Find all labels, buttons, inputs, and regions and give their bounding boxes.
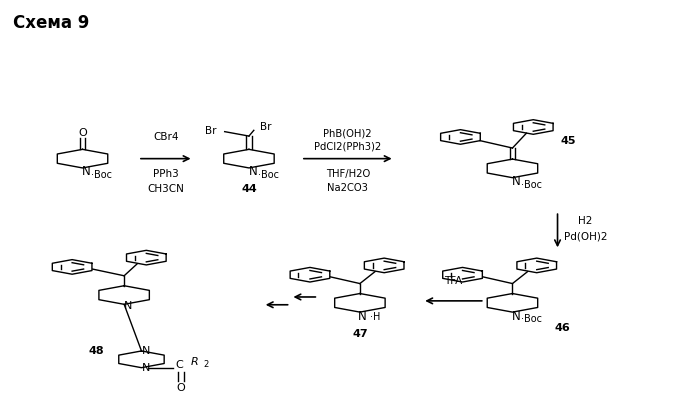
Text: Схема 9: Схема 9: [13, 14, 89, 33]
Text: ·H: ·H: [370, 312, 380, 322]
Text: PhB(OH)2: PhB(OH)2: [324, 128, 372, 138]
Text: PPh3: PPh3: [153, 169, 179, 179]
Text: R: R: [191, 357, 199, 367]
Text: N: N: [512, 175, 521, 188]
Text: C: C: [175, 360, 183, 370]
Text: N: N: [249, 165, 257, 178]
Text: Br: Br: [205, 125, 217, 135]
Text: N: N: [82, 165, 91, 178]
Text: ·Boc: ·Boc: [258, 170, 279, 180]
Text: N: N: [512, 310, 521, 322]
Text: PdCl2(PPh3)2: PdCl2(PPh3)2: [314, 142, 382, 152]
Text: 46: 46: [554, 323, 570, 333]
Text: ·Boc: ·Boc: [92, 170, 113, 180]
Text: 47: 47: [352, 329, 368, 339]
Text: Br: Br: [260, 122, 271, 132]
Text: 44: 44: [241, 184, 257, 195]
Text: O: O: [78, 128, 87, 138]
Text: Na2CO3: Na2CO3: [327, 183, 368, 193]
Text: Pd(OH)2: Pd(OH)2: [563, 231, 607, 242]
Text: H2: H2: [578, 216, 593, 226]
Text: TFA: TFA: [445, 276, 463, 286]
Text: CH3CN: CH3CN: [147, 184, 184, 194]
Text: O: O: [177, 384, 185, 393]
Text: ·Boc: ·Boc: [521, 314, 542, 324]
Text: N: N: [141, 346, 150, 356]
Text: CBr4: CBr4: [153, 132, 178, 142]
Text: THF/H2O: THF/H2O: [326, 169, 370, 179]
Text: ·Boc: ·Boc: [521, 180, 542, 190]
Text: 2: 2: [203, 360, 208, 369]
Text: 45: 45: [560, 136, 576, 146]
Text: N: N: [359, 310, 367, 323]
Text: N: N: [124, 301, 132, 311]
Text: 48: 48: [89, 346, 104, 356]
Text: N: N: [141, 363, 150, 373]
